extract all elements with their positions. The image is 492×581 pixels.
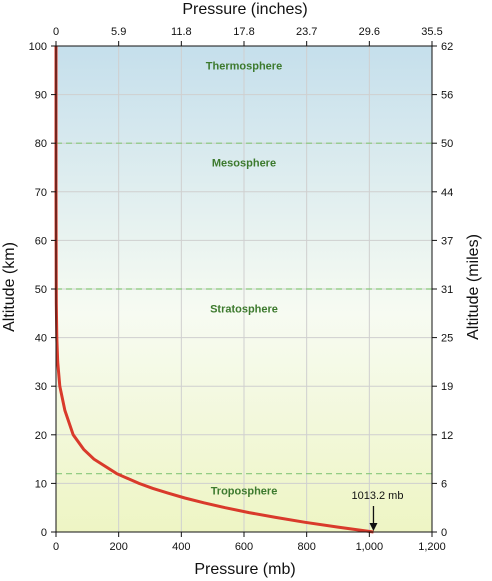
y2-tick-label: 25	[441, 333, 453, 345]
x-tick-label: 1,200	[418, 541, 446, 553]
y2-tick-label: 37	[441, 235, 453, 247]
layer-label: Stratosphere	[210, 303, 278, 315]
x-tick-label: 800	[297, 541, 315, 553]
y-tick-label: 50	[35, 284, 47, 296]
y2-tick-label: 12	[441, 430, 453, 442]
layer-label: Troposphere	[211, 486, 278, 498]
y-axis-title: Altitude (km)	[1, 242, 18, 332]
x2-tick-label: 23.7	[296, 26, 317, 38]
y2-tick-label: 56	[441, 90, 453, 102]
y-tick-label: 70	[35, 187, 47, 199]
x-tick-label: 600	[235, 541, 253, 553]
y-tick-label: 40	[35, 333, 47, 345]
y2-tick-label: 62	[441, 41, 453, 53]
layer-label: Mesosphere	[212, 158, 276, 170]
y2-tick-label: 50	[441, 138, 453, 150]
x-tick-label: 200	[109, 541, 127, 553]
layer-label: Thermosphere	[206, 60, 282, 72]
y-tick-label: 100	[29, 41, 47, 53]
x2-tick-label: 17.8	[233, 26, 254, 38]
arrow-down-icon	[369, 523, 378, 531]
y2-tick-label: 0	[441, 527, 447, 539]
x-tick-label: 1,000	[356, 541, 384, 553]
y-tick-label: 60	[35, 235, 47, 247]
x2-tick-label: 0	[53, 26, 59, 38]
x2-tick-label: 11.8	[171, 26, 192, 38]
x-tick-label: 0	[53, 541, 59, 553]
y-tick-label: 80	[35, 138, 47, 150]
y-tick-label: 0	[41, 527, 47, 539]
y2-axis-title: Altitude (miles)	[465, 234, 482, 340]
layer-labels: Troposphere Stratosphere Mesosphere Thermos…	[206, 60, 282, 497]
x2-tick-label: 29.6	[359, 26, 380, 38]
x2-tick-label: 35.5	[421, 26, 442, 38]
x2-tick-label: 5.9	[111, 26, 126, 38]
y2-tick-label: 31	[441, 284, 453, 296]
x2-axis-title: Pressure (inches)	[182, 1, 307, 18]
annotation-label: 1013.2 mb	[351, 490, 403, 502]
y-tick-label: 30	[35, 381, 47, 393]
surface-pressure-annotation: 1013.2 mb	[351, 490, 403, 531]
y-tick-label: 20	[35, 430, 47, 442]
y-tick-label: 10	[35, 478, 47, 490]
x-tick-label: 400	[172, 541, 190, 553]
y2-tick-label: 6	[441, 478, 447, 490]
y-tick-label: 90	[35, 90, 47, 102]
y2-tick-label: 19	[441, 381, 453, 393]
y2-tick-label: 44	[441, 187, 453, 199]
x-axis-title: Pressure (mb)	[194, 561, 295, 578]
